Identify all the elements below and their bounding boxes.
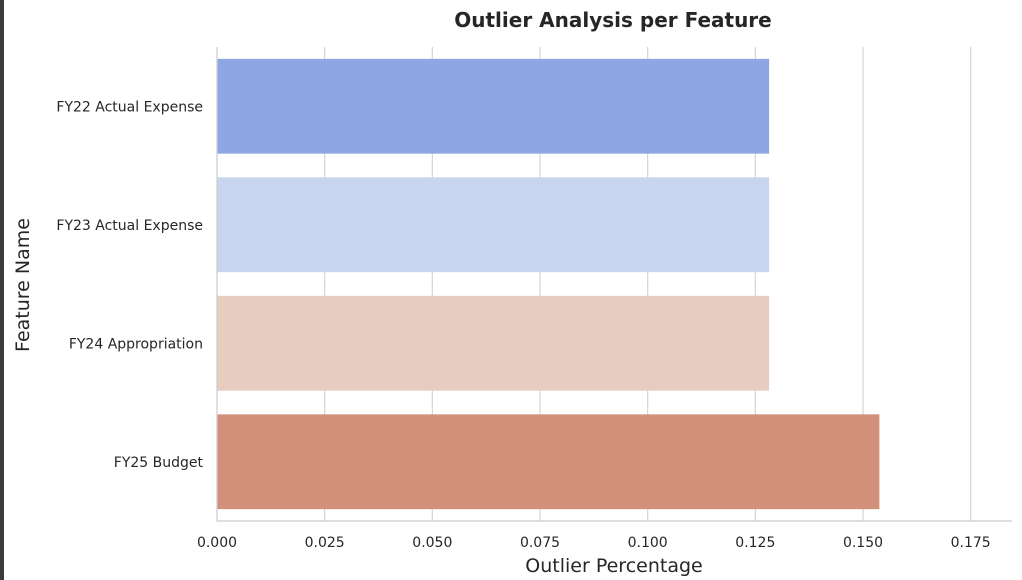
- bar-layer: [217, 58, 880, 510]
- x-tick-label: 0.050: [412, 535, 452, 551]
- x-tick-label: 0.175: [951, 535, 991, 551]
- window-left-edge: [0, 0, 4, 580]
- bar: [217, 177, 770, 273]
- x-tick-label: 0.025: [305, 535, 345, 551]
- y-tick-label: FY25 Budget: [114, 455, 204, 471]
- y-tick-label: FY24 Appropriation: [69, 336, 203, 352]
- y-tick-label: FY22 Actual Expense: [56, 99, 203, 115]
- x-tick-label: 0.000: [197, 535, 237, 551]
- bar: [217, 414, 880, 510]
- x-tick-label: 0.125: [735, 535, 775, 551]
- x-tick-label: 0.075: [520, 535, 560, 551]
- y-tick-labels: FY22 Actual Expense FY23 Actual Expense FY…: [56, 99, 203, 471]
- bar: [217, 295, 770, 391]
- x-tick-label: 0.100: [628, 535, 668, 551]
- y-tick-label: FY23 Actual Expense: [56, 218, 203, 234]
- chart-title: Outlier Analysis per Feature: [454, 8, 771, 32]
- x-tick-labels: 0.000 0.025 0.050 0.075 0.100 0.125 0.150 0.175: [197, 535, 991, 551]
- x-tick-label: 0.150: [843, 535, 883, 551]
- x-axis-label: Outlier Percentage: [525, 555, 702, 577]
- y-axis-label: Feature Name: [12, 218, 34, 352]
- bar: [217, 58, 770, 154]
